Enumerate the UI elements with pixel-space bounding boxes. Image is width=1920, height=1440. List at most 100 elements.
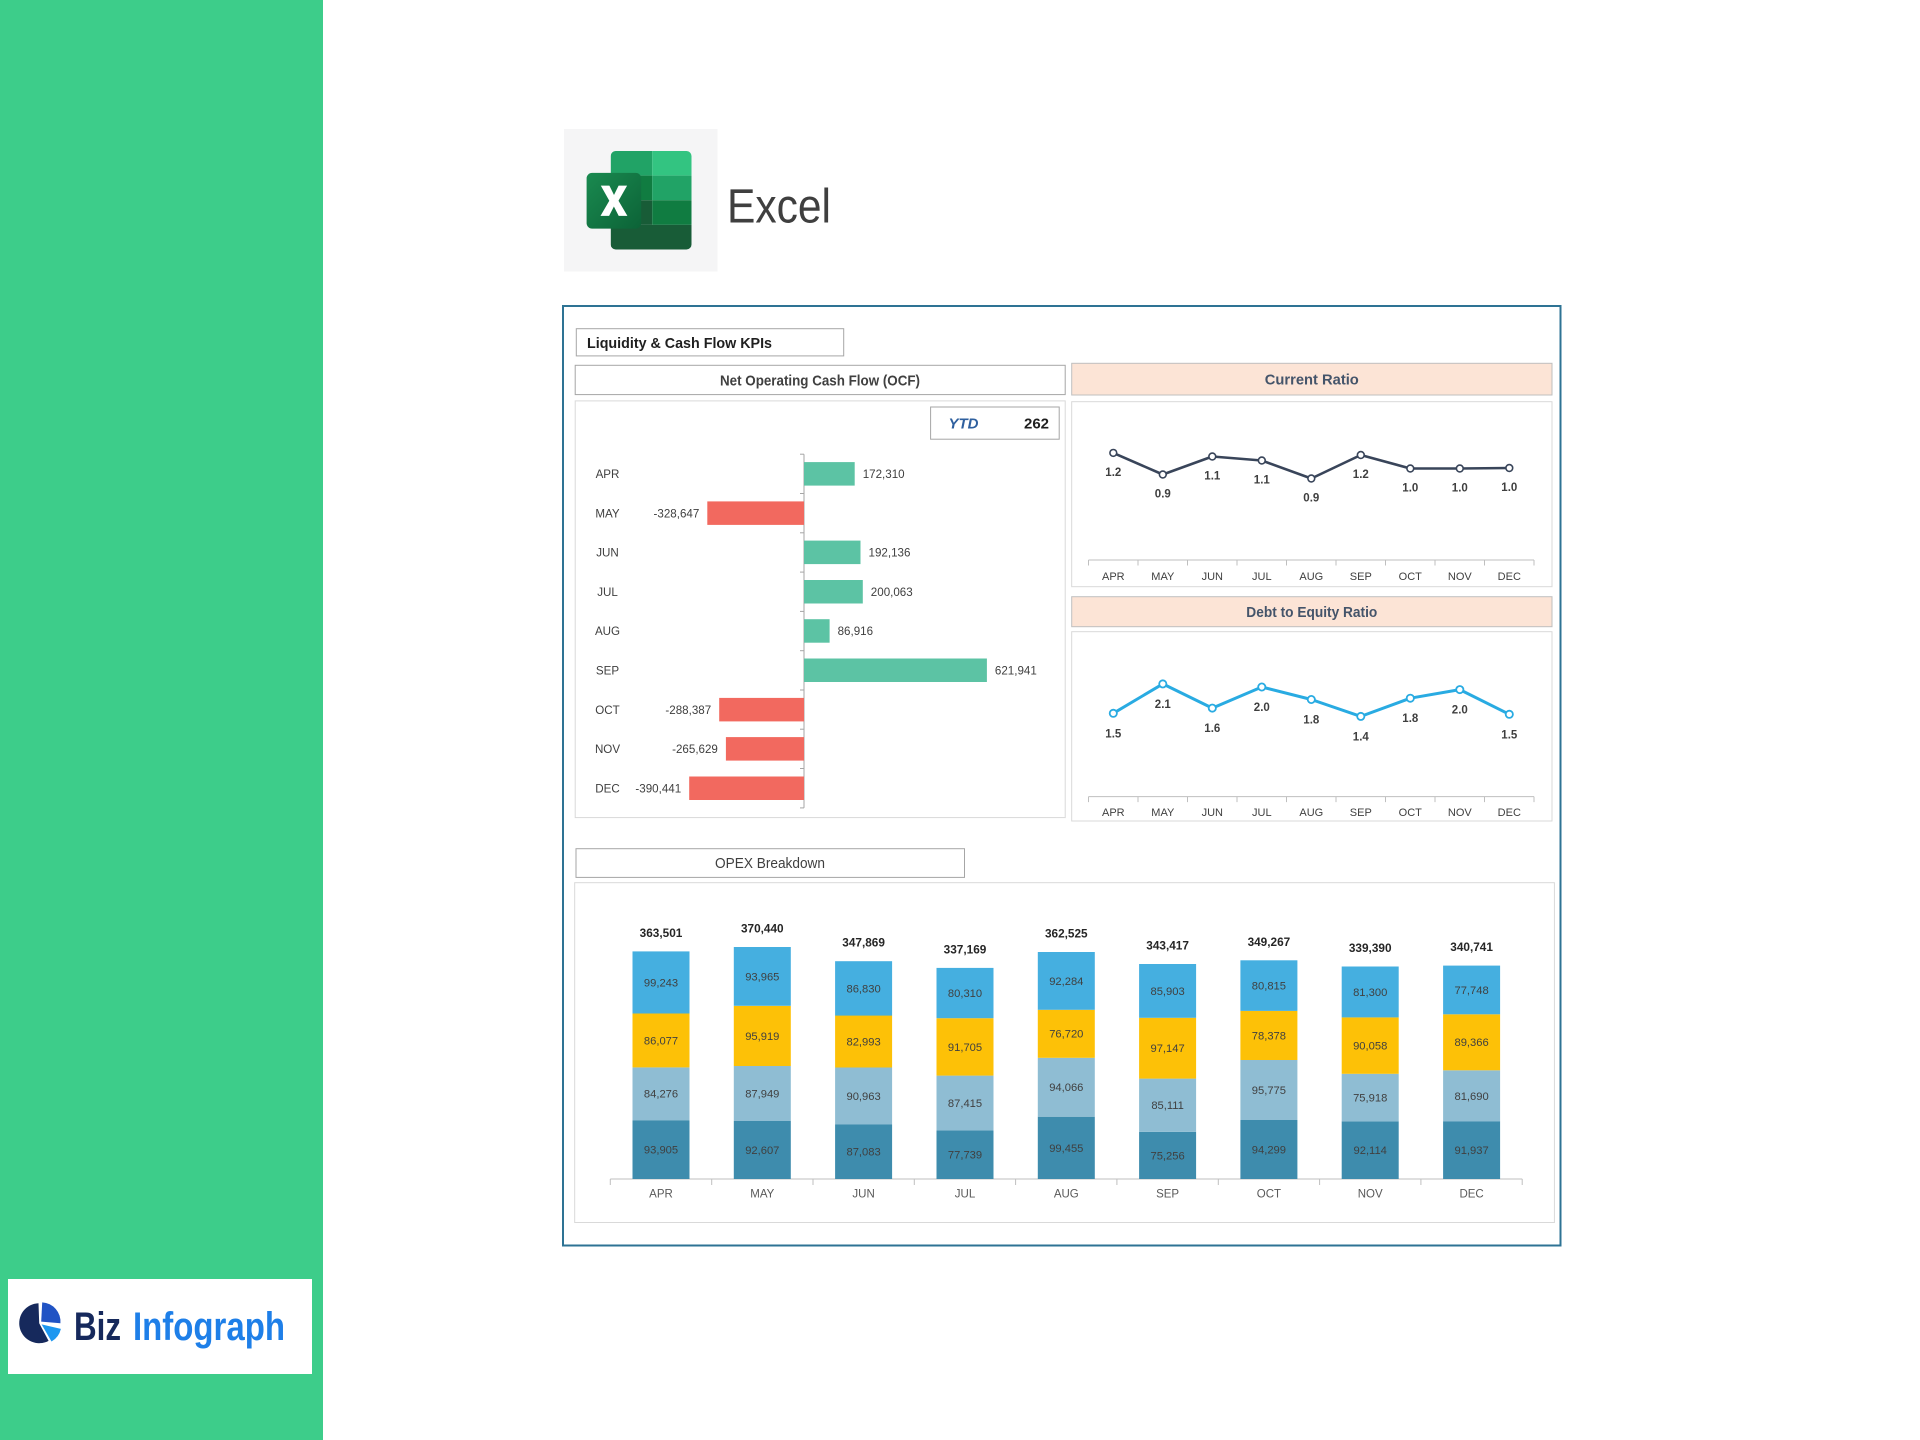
svg-text:OCT: OCT [1257,1189,1281,1201]
svg-text:OPEX Breakdown: OPEX Breakdown [715,856,825,872]
svg-text:91,705: 91,705 [948,1042,982,1054]
svg-text:Excel: Excel [727,181,831,234]
svg-text:SEP: SEP [1156,1189,1179,1201]
svg-text:APR: APR [596,468,620,481]
svg-text:Infograph: Infograph [133,1305,285,1349]
svg-text:NOV: NOV [1448,571,1473,583]
svg-text:349,267: 349,267 [1248,935,1291,949]
svg-text:94,066: 94,066 [1049,1082,1083,1094]
svg-text:192,136: 192,136 [869,547,911,560]
svg-text:92,607: 92,607 [745,1145,779,1157]
svg-text:1.2: 1.2 [1353,469,1369,481]
svg-text:81,690: 81,690 [1454,1091,1488,1103]
svg-text:AUG: AUG [1299,807,1323,819]
svg-text:81,300: 81,300 [1353,987,1387,999]
svg-text:362,525: 362,525 [1045,927,1088,941]
svg-text:-390,441: -390,441 [635,782,681,795]
svg-text:99,455: 99,455 [1049,1143,1083,1155]
svg-text:87,949: 87,949 [745,1088,779,1100]
svg-text:MAY: MAY [595,507,620,520]
svg-text:OCT: OCT [1399,807,1423,819]
svg-text:1.1: 1.1 [1204,471,1221,483]
svg-text:SEP: SEP [596,665,619,678]
svg-text:Current Ratio: Current Ratio [1265,371,1359,388]
svg-text:AUG: AUG [1054,1189,1079,1201]
svg-text:1.0: 1.0 [1452,483,1468,495]
svg-text:78,378: 78,378 [1252,1030,1286,1042]
svg-text:200,063: 200,063 [871,586,913,599]
svg-text:JUN: JUN [1202,807,1223,819]
svg-text:-265,629: -265,629 [672,743,718,756]
svg-text:OCT: OCT [1399,571,1423,583]
svg-text:75,256: 75,256 [1150,1150,1184,1162]
svg-text:343,417: 343,417 [1146,939,1189,953]
svg-text:1.4: 1.4 [1353,731,1370,743]
svg-text:87,083: 87,083 [846,1147,880,1159]
svg-text:JUL: JUL [1252,807,1272,819]
svg-text:Liquidity & Cash Flow KPIs: Liquidity & Cash Flow KPIs [587,335,772,352]
svg-text:JUL: JUL [597,586,618,599]
svg-text:77,748: 77,748 [1454,985,1488,997]
svg-text:Debt to Equity Ratio: Debt to Equity Ratio [1246,604,1377,621]
svg-text:APR: APR [1102,807,1125,819]
svg-text:76,720: 76,720 [1049,1029,1083,1041]
svg-text:1.8: 1.8 [1402,713,1419,725]
svg-text:92,114: 92,114 [1354,1145,1387,1157]
svg-text:JUN: JUN [1202,571,1223,583]
svg-text:75,918: 75,918 [1353,1093,1387,1105]
svg-text:JUN: JUN [852,1189,874,1201]
svg-text:2.0: 2.0 [1254,702,1270,714]
svg-text:91,937: 91,937 [1454,1145,1488,1157]
svg-text:97,147: 97,147 [1150,1043,1184,1055]
svg-text:DEC: DEC [1459,1189,1483,1201]
svg-text:1.6: 1.6 [1204,723,1220,735]
svg-text:DEC: DEC [1498,571,1521,583]
svg-text:87,415: 87,415 [948,1098,982,1110]
svg-text:OCT: OCT [595,704,619,717]
svg-text:363,501: 363,501 [640,926,683,940]
svg-text:0.9: 0.9 [1303,493,1319,505]
svg-text:93,965: 93,965 [745,971,779,983]
svg-text:89,366: 89,366 [1454,1037,1488,1049]
svg-text:77,739: 77,739 [948,1150,982,1162]
svg-text:JUN: JUN [596,547,619,560]
svg-text:JUL: JUL [1252,571,1272,583]
svg-text:99,243: 99,243 [644,977,678,989]
svg-text:90,963: 90,963 [846,1091,880,1103]
svg-text:SEP: SEP [1350,807,1372,819]
svg-text:1.5: 1.5 [1105,728,1122,740]
svg-text:172,310: 172,310 [863,468,905,481]
svg-text:2.0: 2.0 [1452,705,1468,717]
svg-text:AUG: AUG [1299,571,1323,583]
svg-text:MAY: MAY [1151,571,1175,583]
svg-text:90,058: 90,058 [1353,1041,1387,1053]
svg-text:93,905: 93,905 [644,1145,678,1157]
svg-text:82,993: 82,993 [846,1036,880,1048]
svg-text:94,299: 94,299 [1252,1144,1286,1156]
svg-text:MAY: MAY [750,1189,774,1201]
svg-text:NOV: NOV [595,743,620,756]
svg-text:1.2: 1.2 [1105,467,1121,479]
svg-text:1.1: 1.1 [1254,475,1271,487]
svg-text:86,916: 86,916 [838,625,873,638]
svg-text:AUG: AUG [595,625,620,638]
svg-text:DEC: DEC [595,782,619,795]
svg-text:1.8: 1.8 [1303,715,1320,727]
svg-text:86,077: 86,077 [644,1035,678,1047]
svg-text:NOV: NOV [1358,1189,1383,1201]
svg-text:APR: APR [1102,571,1125,583]
svg-text:84,276: 84,276 [644,1089,678,1101]
svg-text:95,775: 95,775 [1252,1085,1286,1097]
svg-text:85,111: 85,111 [1151,1100,1184,1112]
svg-text:-288,387: -288,387 [665,704,711,717]
svg-text:JUL: JUL [955,1189,976,1201]
svg-text:95,919: 95,919 [745,1031,779,1043]
svg-text:85,903: 85,903 [1150,986,1184,998]
svg-text:339,390: 339,390 [1349,941,1392,955]
svg-text:SEP: SEP [1350,571,1372,583]
svg-text:340,741: 340,741 [1450,940,1493,954]
svg-text:0.9: 0.9 [1155,489,1171,501]
svg-text:NOV: NOV [1448,807,1473,819]
svg-text:1.0: 1.0 [1402,483,1418,495]
svg-text:-328,647: -328,647 [654,507,700,520]
